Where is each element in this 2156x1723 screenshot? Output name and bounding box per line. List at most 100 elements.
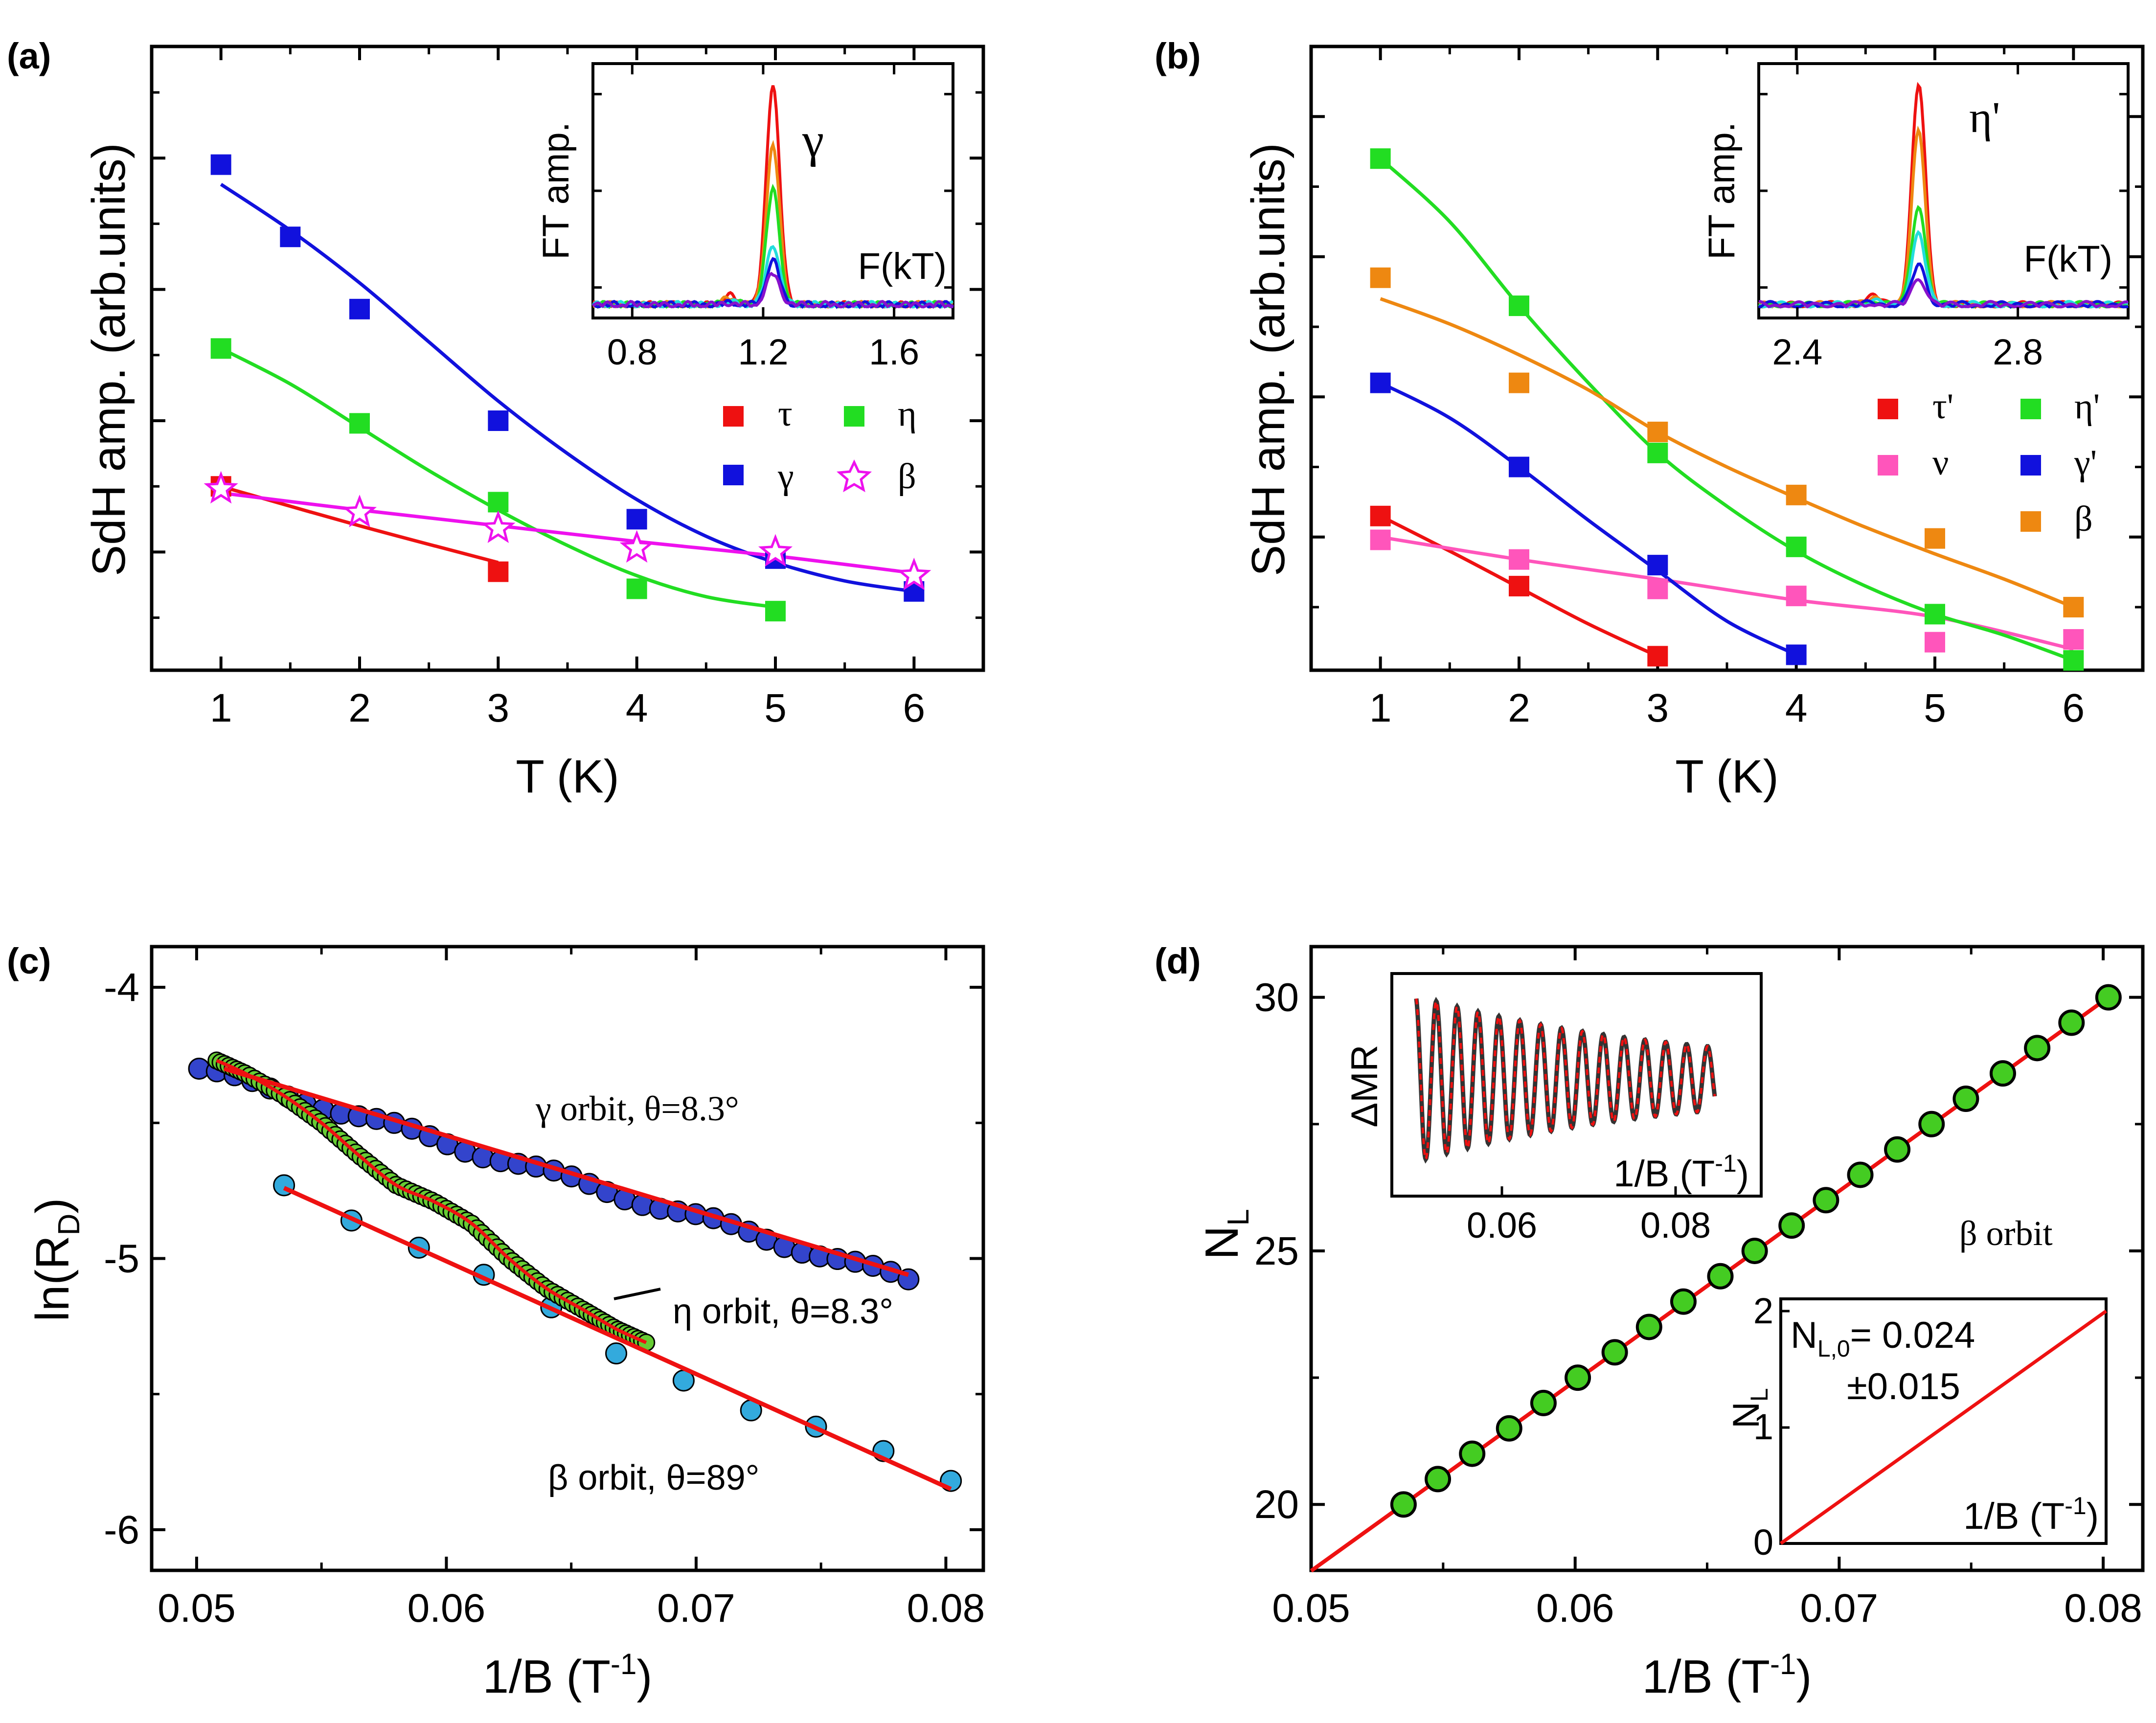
- panel-b-inset-frame: [1757, 62, 2130, 319]
- data-point-square: [349, 298, 370, 319]
- inset-x-tick-label: 2.4: [1772, 332, 1822, 372]
- data-point-square: [2063, 650, 2084, 671]
- data-point-beta: [1813, 1187, 1839, 1214]
- panel-d-y-axis-title: NL: [1196, 1209, 1255, 1260]
- panel-d-frame: [1309, 945, 2145, 1572]
- panel-c-eta-pointer: [613, 1288, 661, 1300]
- data-point-square: [1786, 484, 1807, 505]
- panel-b-inset-y-title: FT amp.: [1701, 122, 1743, 260]
- panel-c: (c) 0.05 0.06 0.07 0.08 -6 -5 -4 1/B (T-1) ln(…: [7, 941, 985, 1703]
- data-point-square: [1370, 148, 1391, 169]
- data-point-square: [280, 227, 301, 248]
- data-point-star: [758, 534, 793, 567]
- fit-line-eta: [216, 1059, 647, 1344]
- data-point-square: [1786, 536, 1807, 557]
- data-point-square: [1647, 421, 1668, 442]
- panel-a-data-points: [204, 154, 931, 622]
- panel-a-legend: τ η γ β: [723, 394, 917, 497]
- data-point-square: [1786, 644, 1807, 665]
- fit-line-γ': [1380, 381, 1797, 657]
- panel-a-x-axis-title: T (K): [516, 750, 619, 803]
- panel-c-fit-lines: [216, 1059, 952, 1491]
- panel-d-top-inset-tick-label: 0.08: [1640, 1205, 1711, 1246]
- panel-a-ticks: 1 2 3 4 5 6: [152, 46, 983, 730]
- panel-b: (b) 1 2 3 4 5 6 T (K) SdH amp. (arb.units) τ'…: [1155, 36, 2145, 803]
- legend-beta-label: β: [898, 456, 916, 497]
- data-point-beta: [2058, 1009, 2085, 1036]
- x-tick-label: 3: [1647, 686, 1669, 730]
- data-point-beta: [1884, 1136, 1911, 1163]
- x-tick-label: 6: [2063, 686, 2085, 730]
- x-tick-label: 0.06: [408, 1586, 486, 1631]
- x-tick-label: 1: [1369, 686, 1392, 730]
- data-point-square: [1370, 529, 1391, 550]
- data-point-beta: [1459, 1440, 1486, 1467]
- panel-b-label: (b): [1155, 36, 1201, 76]
- legend-gamma-prime-marker: [2020, 455, 2041, 476]
- y-tick-label: -6: [104, 1508, 139, 1552]
- y-tick-label: -5: [104, 1237, 139, 1281]
- x-tick-label: 2: [348, 686, 371, 730]
- panel-d-beta-annotation: β orbit: [1959, 1214, 2053, 1253]
- panel-d-bottom-inset-y-tick-label: 2: [1753, 1291, 1773, 1331]
- legend-beta-marker: [836, 459, 872, 493]
- data-point-square: [1509, 456, 1529, 477]
- panel-d-top-inset-y-title: ΔMR: [1344, 1045, 1385, 1128]
- legend-eta-label: η: [898, 394, 917, 434]
- legend-gamma-marker: [723, 465, 744, 485]
- panel-d-bottom-inset-fit-line: [1779, 1310, 2108, 1545]
- panel-d-bottom-inset-note-line2: ±0.015: [1847, 1366, 1960, 1407]
- data-point-beta: [1565, 1364, 1591, 1391]
- x-tick-label: 4: [626, 686, 648, 730]
- fit-line-ν: [1380, 535, 2074, 651]
- panel-c-x-axis-title: 1/B (T-1): [483, 1648, 653, 1703]
- panel-d-bottom-inset-y-tick-label: 0: [1753, 1522, 1773, 1563]
- data-point-square: [1925, 528, 1945, 549]
- panel-b-inset-curves: [1758, 82, 2129, 309]
- y-tick-label: 20: [1254, 1482, 1299, 1527]
- inset-x-tick-label: 1.6: [869, 332, 919, 372]
- x-tick-label: 0.07: [657, 1586, 735, 1631]
- data-point-square: [1647, 555, 1668, 576]
- data-point-beta: [1670, 1288, 1697, 1315]
- data-point-square: [2063, 629, 2084, 650]
- oscillation-fit: [1415, 998, 1716, 1162]
- panel-d-top-inset-tick-label: 0.06: [1467, 1205, 1537, 1246]
- panel-a-inset-x-title: F(kT): [858, 246, 947, 287]
- legend-gamma-prime-label: γ': [2074, 443, 2097, 483]
- data-point-beta: [1741, 1237, 1768, 1264]
- data-point-square: [1370, 267, 1391, 288]
- panel-a-label: (a): [7, 36, 51, 76]
- data-point-square: [1647, 646, 1668, 667]
- fit-line-γ: [220, 182, 914, 593]
- fit-line: [283, 1186, 952, 1491]
- data-point-star: [897, 557, 931, 590]
- inset-x-tick-label: 1.2: [738, 332, 788, 372]
- panel-a-y-axis-title: SdH amp. (arb.units): [83, 143, 135, 576]
- legend-nu-marker: [1878, 455, 1898, 476]
- data-point-square: [626, 509, 647, 530]
- data-point-beta: [1635, 1314, 1662, 1340]
- inset-x-tick-label: 2.8: [1993, 332, 2043, 372]
- panel-c-gamma-annotation: γ orbit, θ=8.3°: [535, 1089, 739, 1128]
- x-tick-label: 3: [487, 686, 510, 730]
- panel-a-inset-gamma-label: γ: [802, 113, 824, 167]
- panel-d-data-points: [1390, 984, 2122, 1518]
- legend-eta-prime-marker: [2020, 399, 2041, 419]
- panel-d-top-inset: 0.06 0.08 ΔMR 1/B (T-1): [1344, 972, 1763, 1246]
- data-point-beta: [1496, 1415, 1522, 1442]
- fit-line-β: [1380, 297, 2074, 609]
- x-tick-label: 0.08: [2064, 1586, 2142, 1631]
- panel-d-bottom-inset-note-line1: NL,0= 0.024: [1791, 1315, 1975, 1362]
- data-point-square: [349, 413, 370, 434]
- legend-tau-prime-label: τ': [1932, 386, 1953, 427]
- panel-a-inset-ticks: 0.8 1.2 1.6: [593, 64, 953, 372]
- data-point-star: [619, 530, 654, 563]
- data-point-square: [488, 561, 509, 582]
- data-point-star: [481, 510, 516, 543]
- data-point-beta: [2095, 984, 2122, 1011]
- data-point-square: [1509, 576, 1529, 597]
- data-point-square: [1925, 604, 1945, 625]
- data-point-star: [342, 495, 377, 527]
